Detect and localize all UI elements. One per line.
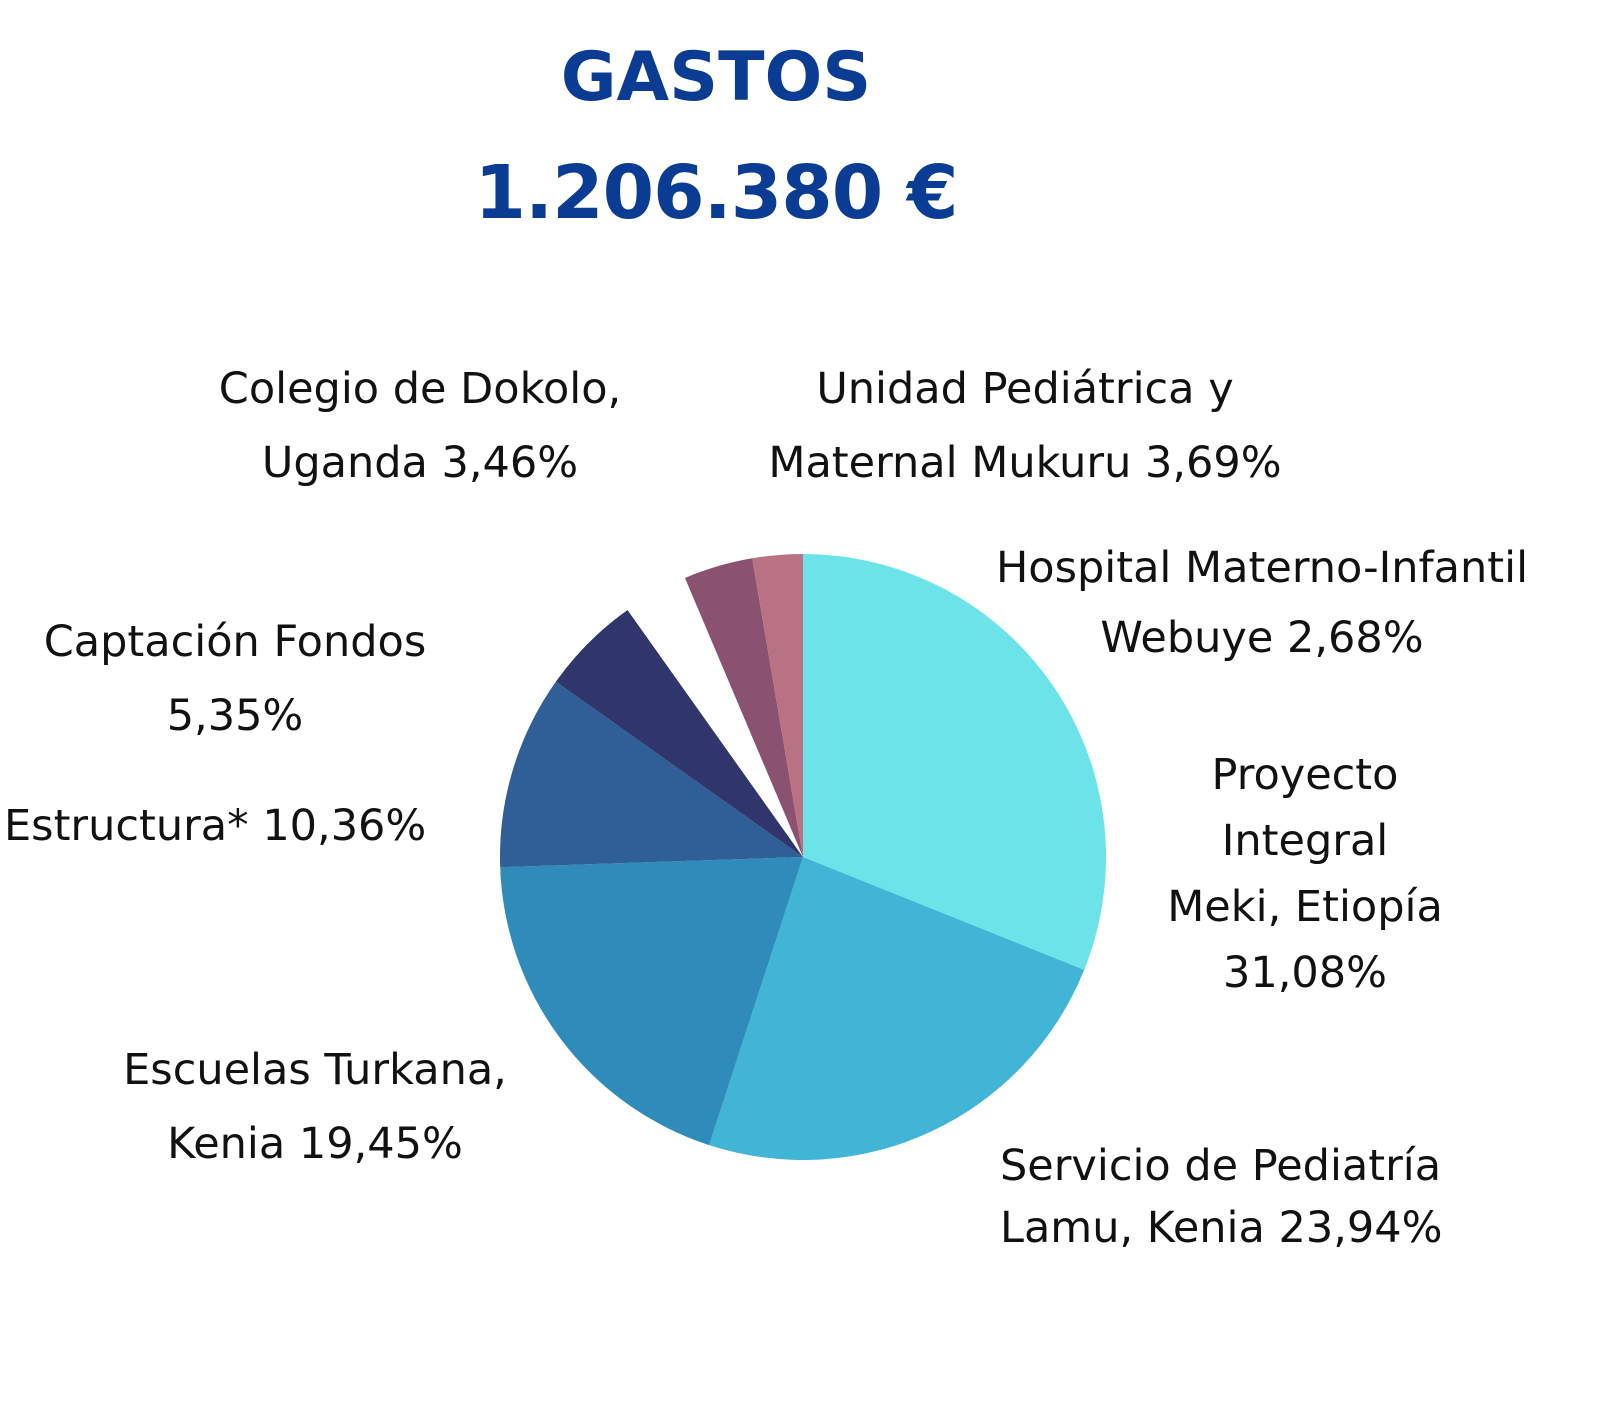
label-line: Lamu, Kenia 23,94%: [1000, 1203, 1443, 1253]
label-line: 31,08%: [1223, 948, 1387, 998]
chart-subtitle: 1.206.380 €: [474, 150, 959, 236]
label-line: Colegio de Dokolo,: [218, 364, 622, 414]
slice-label-estructura: Estructura* 10,36%: [4, 789, 426, 863]
label-line: Proyecto: [1211, 750, 1399, 800]
pie-slice-5: [627, 577, 803, 857]
label-line: Captación Fondos: [43, 617, 427, 667]
label-line: Meki, Etiopía: [1167, 882, 1443, 932]
label-line: Uganda 3,46%: [261, 438, 579, 488]
label-line: Servicio de Pediatría: [1000, 1141, 1442, 1191]
pie-slice-6: [684, 558, 803, 857]
slice-label-dokolo: Colegio de Dokolo, Uganda 3,46%: [180, 352, 660, 500]
pie-slice-3: [499, 681, 803, 868]
slice-label-meki: Proyecto Integral Meki, Etiopía 31,08%: [1150, 742, 1460, 1006]
slice-label-turkana: Escuelas Turkana, Kenia 19,45%: [80, 1033, 550, 1181]
chart-title: GASTOS: [560, 38, 872, 117]
label-line: Kenia 19,45%: [167, 1119, 463, 1169]
pie-slice-1: [709, 857, 1085, 1160]
label-line: Maternal Mukuru 3,69%: [768, 438, 1282, 488]
slice-label-webuye: Hospital Materno-Infantil Webuye 2,68%: [972, 533, 1552, 673]
slice-label-mukuru: Unidad Pediátrica y Maternal Mukuru 3,69…: [730, 352, 1320, 500]
label-line: Webuye 2,68%: [1100, 613, 1424, 663]
pie-slice-2: [500, 857, 803, 1146]
label-line: 5,35%: [166, 691, 304, 741]
label-line: Estructura* 10,36%: [4, 801, 427, 851]
label-line: Unidad Pediátrica y: [816, 364, 1234, 414]
pie-slice-4: [555, 609, 803, 857]
slice-label-lamu: Servicio de Pediatría Lamu, Kenia 23,94%: [1000, 1135, 1442, 1259]
slice-label-captacion: Captación Fondos 5,35%: [0, 605, 470, 753]
label-line: Hospital Materno-Infantil: [995, 543, 1529, 593]
pie-slice-7: [752, 554, 803, 857]
label-line: Escuelas Turkana,: [123, 1045, 507, 1095]
label-line: Integral: [1221, 816, 1389, 866]
pie-slice-0: [803, 554, 1106, 970]
